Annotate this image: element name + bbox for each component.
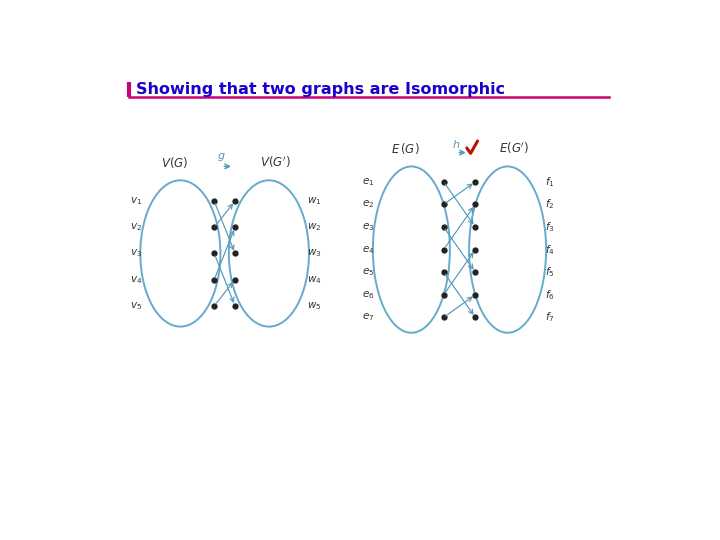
Text: $E\,(G)$: $E\,(G)$ [391,140,420,156]
Text: $v_4$: $v_4$ [130,274,142,286]
Text: $V(G)$: $V(G)$ [161,154,188,170]
Text: $h$: $h$ [452,138,461,150]
Text: $e_2$: $e_2$ [362,199,374,210]
Text: $V(G')$: $V(G')$ [260,154,290,170]
Text: $e_7$: $e_7$ [362,312,374,323]
Text: $f_1$: $f_1$ [544,175,554,189]
Text: $f_2$: $f_2$ [544,198,554,211]
Text: $v_5$: $v_5$ [130,300,142,312]
Text: $f_7$: $f_7$ [544,310,554,324]
Text: $e_4$: $e_4$ [362,244,374,255]
Text: $w_2$: $w_2$ [307,221,322,233]
Text: $g$: $g$ [217,151,226,164]
Text: $v_2$: $v_2$ [130,221,142,233]
Text: $f_6$: $f_6$ [544,288,554,302]
Text: $w_4$: $w_4$ [307,274,322,286]
Text: $v_1$: $v_1$ [130,195,142,207]
Text: $w_3$: $w_3$ [307,247,322,259]
Text: $f_5$: $f_5$ [544,265,554,279]
Text: $e_3$: $e_3$ [362,221,374,233]
Text: $v_3$: $v_3$ [130,247,142,259]
Text: $w_5$: $w_5$ [307,300,322,312]
Text: $f_3$: $f_3$ [544,220,554,234]
Text: $w_1$: $w_1$ [307,195,322,207]
Text: $e_1$: $e_1$ [362,176,374,188]
Text: Showing that two graphs are Isomorphic: Showing that two graphs are Isomorphic [137,82,505,97]
Text: $e_6$: $e_6$ [362,289,374,301]
Text: $E(G')$: $E(G')$ [499,140,529,156]
Text: $f_4$: $f_4$ [544,242,554,256]
Text: $e_5$: $e_5$ [362,266,374,278]
